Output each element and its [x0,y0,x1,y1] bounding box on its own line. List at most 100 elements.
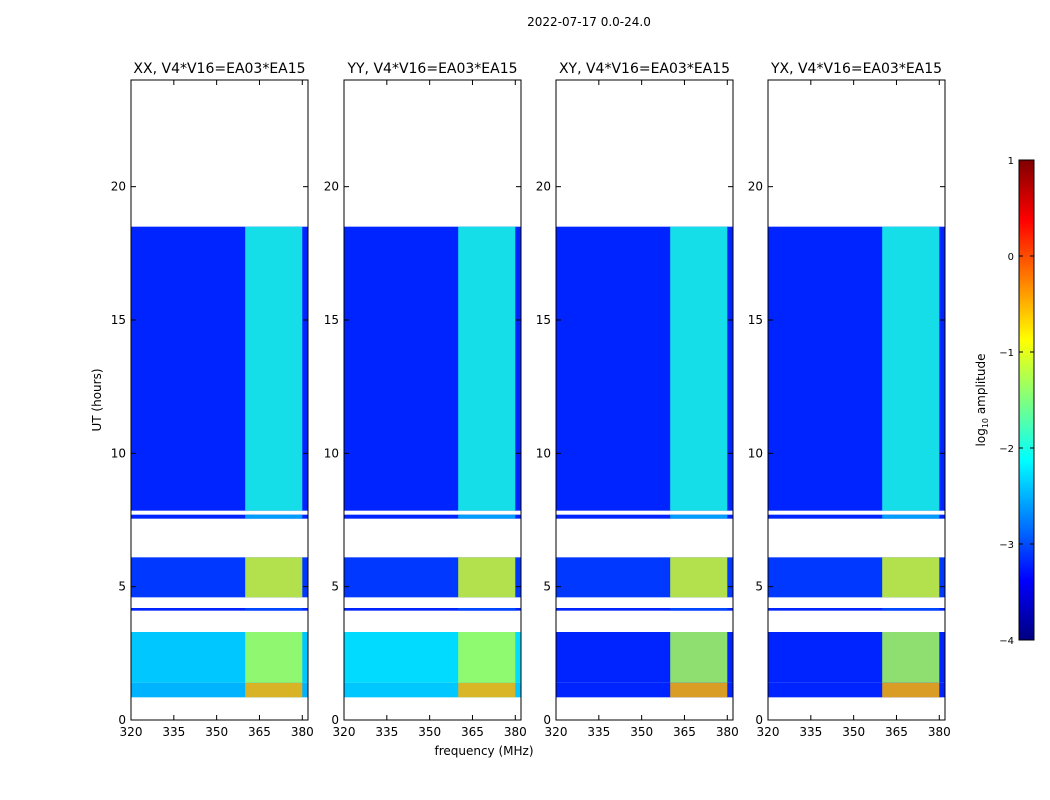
rfi-band [245,608,303,611]
x-tick-label: 380 [504,725,527,739]
colorbar-tick-label: 0 [1008,252,1014,263]
y-tick-label: 15 [324,313,339,327]
y-tick-label: 20 [748,180,763,194]
data-segment [131,608,308,611]
x-tick-label: 350 [418,725,441,739]
rfi-band [245,682,303,698]
figure-suptitle: 2022-07-17 0.0-24.0 [527,15,651,29]
x-tick-label: 320 [545,725,568,739]
y-axis-label: UT (hours) [90,368,104,431]
x-tick-label: 350 [842,725,865,739]
colorbar-tick-label: −4 [999,636,1014,647]
colorbar-ticks: −4 −3 −2 −1 0 1 [999,156,1034,647]
y-tick-label: 0 [118,713,126,727]
x-tick-label: 365 [461,725,484,739]
y-tick-label: 5 [331,580,339,594]
x-tick-label: 335 [587,725,610,739]
data-segment [131,514,308,519]
data-segment [344,514,521,519]
data-segment [768,514,945,519]
rfi-band [670,514,728,519]
x-tick-label: 320 [333,725,356,739]
panel-3: XY, V4*V16=EA03*EA15 320 335 350 365 380 0 5 10 1… [536,61,739,739]
rfi-band [245,226,303,511]
panel-frame [555,79,734,721]
panel-title: YX, V4*V16=EA03*EA15 [770,61,942,77]
x-tick-label: 335 [799,725,822,739]
rfi-band [670,682,728,698]
panels-layer: XX, V4*V16=EA03*EA15 320 335 350 365 380 0 5 10 1… [111,61,951,739]
colorbar-tick-label: 1 [1008,156,1014,167]
y-tick-label: 20 [324,180,339,194]
y-tick-label: 0 [755,713,763,727]
y-tick-label: 10 [748,446,763,460]
y-tick-label: 15 [748,313,763,327]
panel-title: YY, V4*V16=EA03*EA15 [346,61,517,77]
rfi-band [245,632,303,683]
x-tick-label: 350 [630,725,653,739]
colorbar-tick-label: −2 [999,444,1014,455]
panel-1: XX, V4*V16=EA03*EA15 320 335 350 365 380 0 5 10 1… [111,61,314,739]
y-tick-label: 5 [543,580,551,594]
data-segment [344,608,521,611]
y-tick-label: 15 [536,313,551,327]
colorbar-label-subscript: 10 [981,418,990,428]
colorbar-tick-label: −1 [999,348,1014,359]
x-tick-label: 365 [885,725,908,739]
panel-frame [130,79,309,721]
data-segment [768,608,945,611]
x-axis-label: frequency (MHz) [434,744,533,758]
x-tick-label: 335 [375,725,398,739]
y-tick-label: 10 [111,446,126,460]
rfi-band [882,682,940,698]
panel-frame [767,79,946,721]
panel-4: YX, V4*V16=EA03*EA15 320 335 350 365 380 0 5 10 1… [748,61,951,739]
rfi-band [458,632,516,683]
rfi-band [245,514,303,519]
y-tick-label: 15 [111,313,126,327]
y-tick-label: 5 [118,580,126,594]
rfi-band [882,557,940,598]
panel-frame [343,79,522,721]
x-tick-label: 320 [757,725,780,739]
y-tick-label: 5 [755,580,763,594]
y-tick-label: 0 [543,713,551,727]
y-tick-label: 20 [111,180,126,194]
rfi-band [458,226,516,511]
colorbar-tick-label: −3 [999,540,1014,551]
x-tick-label: 380 [928,725,951,739]
rfi-band [458,514,516,519]
x-tick-label: 380 [291,725,314,739]
y-tick-label: 10 [536,446,551,460]
rfi-band [882,514,940,519]
panel-title: XY, V4*V16=EA03*EA15 [559,61,730,77]
rfi-band [458,608,516,611]
rfi-band [245,557,303,598]
x-tick-label: 320 [120,725,143,739]
rfi-band [882,226,940,511]
colorbar-label: log10 amplitude [974,354,990,447]
rfi-band [458,682,516,698]
rfi-band [670,226,728,511]
rfi-band [458,557,516,598]
x-tick-label: 335 [162,725,185,739]
y-tick-label: 10 [324,446,339,460]
colorbar-gradient [1018,159,1035,641]
x-tick-label: 350 [205,725,228,739]
rfi-band [882,608,940,611]
x-tick-label: 365 [673,725,696,739]
panel-title: XX, V4*V16=EA03*EA15 [133,61,305,77]
rfi-band [882,632,940,683]
y-tick-label: 0 [331,713,339,727]
data-segment [556,608,733,611]
x-tick-label: 380 [716,725,739,739]
panel-2: YY, V4*V16=EA03*EA15 320 335 350 365 380 0 5 10 1… [324,61,527,739]
y-tick-label: 20 [536,180,551,194]
colorbar: −4 −3 −2 −1 0 1 log10 amplitude [974,156,1035,647]
data-segment [556,514,733,519]
rfi-band [670,608,728,611]
rfi-band [670,632,728,683]
x-tick-label: 365 [248,725,271,739]
rfi-band [670,557,728,598]
